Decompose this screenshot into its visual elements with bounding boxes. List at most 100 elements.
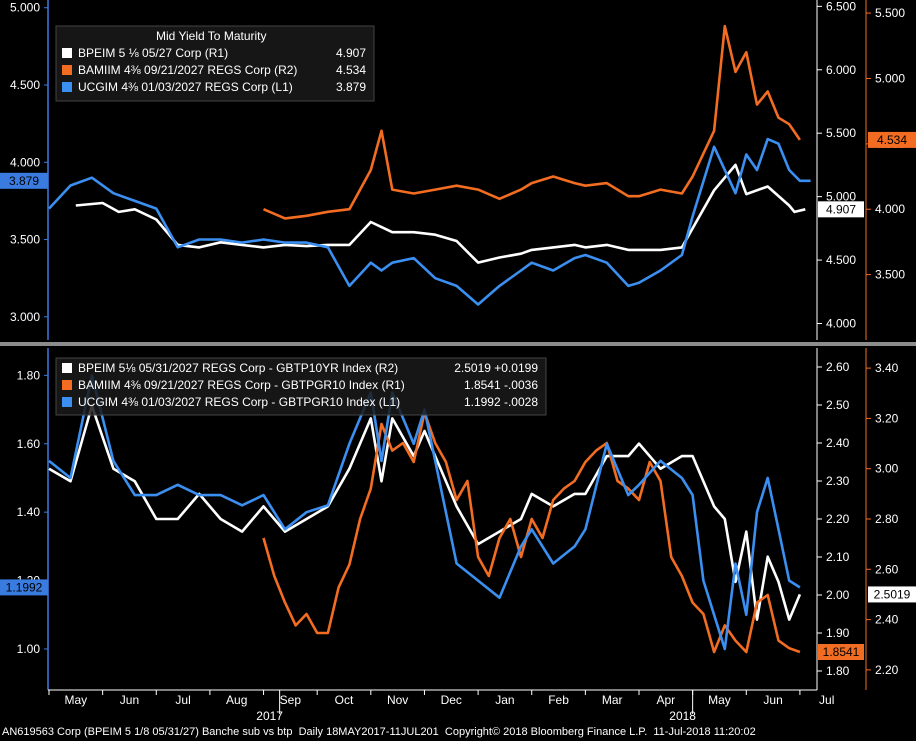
series-line-0: [75, 163, 806, 264]
legend-value: 2.5019 +0.0199: [454, 361, 538, 375]
x-tick-label-mar: Mar: [602, 693, 623, 707]
legend-value: 4.534: [336, 63, 366, 77]
right-2-tick-label: 2.60: [875, 562, 899, 576]
right-1-tick-label: 2.30: [826, 474, 850, 488]
right-1-tick-label: 4.000: [826, 317, 856, 331]
right-1-tick-label: 2.00: [826, 588, 850, 602]
right-2-tick-label: 5.000: [875, 71, 905, 85]
year-label: 2018: [669, 709, 696, 723]
right-2-tick-label: 4.000: [875, 202, 905, 216]
right-1-tick-label: 5.000: [826, 190, 856, 204]
x-tick-label-nov: Nov: [387, 693, 408, 707]
right-1-tick-label: 6.500: [826, 0, 856, 13]
x-tick-label-jul: Jul: [819, 693, 834, 707]
x-tick-label-sep: Sep: [280, 693, 302, 707]
right-1-tick-label: 2.40: [826, 436, 850, 450]
x-tick-label-feb: Feb: [548, 693, 569, 707]
legend-box: Mid Yield To Maturity BPEIM 5 ⅛ 05/27 Cor…: [55, 25, 375, 102]
legend-label: UCGIM 4⅜ 01/03/2027 REGS Corp (L1): [78, 80, 293, 94]
last-value-tag: 4.534: [868, 131, 916, 148]
year-label: 2017: [256, 709, 283, 723]
series-line-2: [48, 137, 811, 306]
right-1-tick-label: 2.60: [826, 360, 850, 374]
left-tick-label: 3.500: [10, 233, 40, 247]
right-2-tick-label: 3.500: [875, 268, 905, 282]
left-tick-label: 5.000: [10, 1, 40, 15]
footer-text: AN619563 Corp (BPEIM 5 1/8 05/31/27) Ban…: [0, 724, 916, 741]
left-tick-label: 4.500: [10, 78, 40, 92]
right-2-tick-label: 2.80: [875, 512, 899, 526]
legend-swatch: [62, 65, 72, 75]
last-value-tag-box: [868, 586, 916, 603]
right-1-tick-label: 4.500: [826, 253, 856, 267]
series-line-0: [48, 404, 802, 621]
legend-value: 4.907: [336, 46, 366, 60]
panel-separator: [0, 342, 916, 346]
right-1-tick-label: 6.000: [826, 63, 856, 77]
right-1-tick-label: 2.10: [826, 550, 850, 564]
right-2-tick-label: 3.00: [875, 462, 899, 476]
legend-bg: [55, 25, 375, 102]
chart-canvas: 3.000 3.500 4.000 4.500 5.000 4.000 4.500 5.000…: [0, 0, 916, 723]
last-value-tag-box: [818, 644, 864, 660]
x-tick-label-apr: Apr: [656, 693, 675, 707]
left-tick-label: 1.60: [17, 437, 41, 451]
legend-label: UCGIM 4⅜ 01/03/2027 REGS Corp - GBTPGR10…: [78, 395, 400, 409]
last-value-tag-text: 2.5019: [874, 587, 911, 601]
chart-title: Mid Yield To Maturity: [156, 29, 267, 43]
legend-value: 1.8541 -.0036: [464, 378, 538, 392]
legend-label: BAMIIM 4⅜ 09/21/2027 REGS Corp (R2): [78, 63, 297, 77]
x-tick-label-jun: Jun: [763, 693, 782, 707]
legend-swatch: [62, 397, 72, 407]
right-2-tick-label: 3.40: [875, 361, 899, 375]
legend-swatch: [62, 48, 72, 58]
legend-swatch: [62, 380, 72, 390]
left-tick-label: 1.40: [17, 505, 41, 519]
legend-box: BPEIM 5⅛ 05/31/2027 REGS Corp - GBTP10YR…: [55, 357, 547, 416]
last-value-tag-box: [818, 201, 864, 218]
last-value-tag: 4.907: [818, 201, 864, 218]
right-2-tick-label: 2.20: [875, 663, 899, 677]
x-tick-label-aug: Aug: [226, 693, 247, 707]
right-2-tick-label: 5.500: [875, 6, 905, 20]
left-tick-label: 3.000: [10, 310, 40, 324]
left-tick-label: 4.000: [10, 155, 40, 169]
legend-label: BAMIIM 4⅜ 09/21/2027 REGS Corp - GBTPGR1…: [78, 378, 405, 392]
x-tick-label-oct: Oct: [335, 693, 354, 707]
x-tick-label-may: May: [708, 693, 731, 707]
last-value-tag-text: 1.1992: [6, 580, 43, 594]
x-tick-label-jun: Jun: [120, 693, 139, 707]
last-value-tag-text: 4.534: [877, 133, 907, 147]
legend-swatch: [62, 82, 72, 92]
x-tick-label-jul: Jul: [175, 693, 190, 707]
left-tick-label: 1.80: [17, 368, 41, 382]
series-line-2: [48, 374, 801, 651]
right-2-tick-label: 2.40: [875, 613, 899, 627]
right-1-tick-label: 1.80: [826, 664, 850, 678]
last-value-tag-text: 3.879: [9, 174, 39, 188]
legend-label: BPEIM 5 ⅛ 05/27 Corp (R1): [78, 46, 228, 60]
last-value-tag-box: [0, 579, 48, 596]
right-1-tick-label: 1.90: [826, 626, 850, 640]
x-tick-label-dec: Dec: [441, 693, 462, 707]
right-1-tick-label: 2.20: [826, 512, 850, 526]
legend-value: 3.879: [336, 80, 366, 94]
last-value-tag: 1.1992: [0, 579, 48, 596]
legend-label: BPEIM 5⅛ 05/31/2027 REGS Corp - GBTP10YR…: [78, 361, 398, 375]
last-value-tag-text: 1.8541: [823, 645, 860, 659]
last-value-tag: 1.8541: [818, 644, 864, 660]
legend-bg: [55, 357, 547, 416]
series-line-1: [262, 411, 801, 654]
last-value-tag-text: 4.907: [826, 202, 856, 216]
legend-swatch: [62, 363, 72, 373]
last-value-tag: 2.5019: [868, 586, 916, 603]
x-tick-label-may: May: [64, 693, 87, 707]
right-1-tick-label: 2.50: [826, 398, 850, 412]
left-tick-label: 1.00: [17, 642, 41, 656]
legend-value: 1.1992 -.0028: [464, 395, 538, 409]
last-value-tag-box: [868, 131, 916, 148]
last-value-tag: 3.879: [0, 172, 48, 189]
right-2-tick-label: 3.20: [875, 411, 899, 425]
series-line-1: [262, 24, 801, 220]
last-value-tag-box: [0, 172, 48, 189]
